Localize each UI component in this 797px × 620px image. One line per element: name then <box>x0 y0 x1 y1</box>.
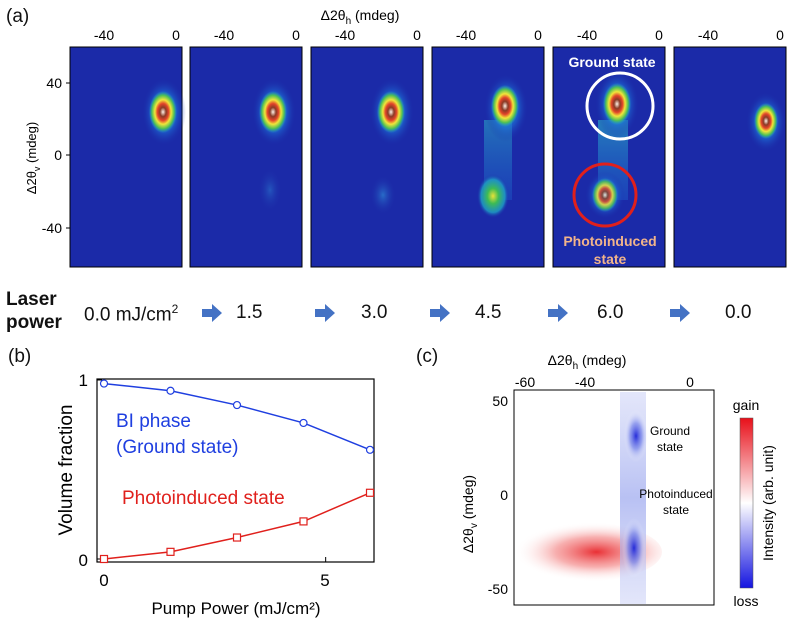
arrow-right-icon <box>430 304 450 322</box>
panel-c-xtick-0: 0 <box>686 374 694 390</box>
x-tick-0: 0 <box>99 571 108 590</box>
diffraction-panel-3 <box>310 46 424 268</box>
svg-text:-40: -40 <box>335 27 355 43</box>
laser-value-5: 0.0 <box>725 302 752 323</box>
panel-a-y-title: Δ2θv (mdeg) <box>24 122 42 194</box>
laser-value-3: 4.5 <box>475 302 502 323</box>
x-tick-5: 5 <box>320 571 329 590</box>
arrow-right-icon <box>315 304 335 322</box>
y-tick-1: 1 <box>79 371 88 390</box>
arrow-right-icon <box>548 304 568 322</box>
panel-a-xticks: -40 0 -40 0 -40 0 -40 0 -40 0 -40 0 <box>94 27 784 43</box>
panel-c-photo-1: Photoinduced <box>639 487 712 501</box>
data-point-0-4 <box>365 445 375 454</box>
data-point-0-0 <box>99 379 109 388</box>
panel-c-ground-1: Ground <box>650 424 690 438</box>
diffraction-panel-1 <box>69 46 186 268</box>
svg-text:-40: -40 <box>577 27 597 43</box>
colorbar-title: Intensity (arb. unit) <box>760 445 776 561</box>
laser-value-4: 6.0 <box>597 302 624 323</box>
laser-title-line1: Laser <box>6 289 57 310</box>
laser-value-2: 3.0 <box>361 302 388 323</box>
panel-a-x-title: Δ2θh (mdeg) <box>321 7 400 27</box>
plot-frame <box>96 378 375 563</box>
diffraction-panel-2 <box>189 46 303 268</box>
laser-value-0: 0.0 mJ/cm2 <box>84 302 179 326</box>
svg-text:0: 0 <box>534 27 542 43</box>
y-axis-label: Volume fraction <box>56 405 77 536</box>
axis-ticks <box>97 379 327 562</box>
y-tick-0: 0 <box>79 551 88 570</box>
colorbar-gain: gain <box>733 397 759 413</box>
legend-blue-1: BI phase <box>116 411 191 432</box>
photoinduced-state-circle <box>572 162 638 228</box>
panel-c-xtick-neg60: -60 <box>515 374 535 390</box>
panel-c-photo-2: state <box>663 503 689 517</box>
panel-a-label: (a) <box>6 6 30 27</box>
panel-a-ytick-40: 40 <box>46 75 62 91</box>
difference-map <box>498 389 715 606</box>
panel-c-y-title: Δ2θv (mdeg) <box>460 475 480 553</box>
legend-red: Photoinduced state <box>122 488 285 509</box>
svg-text:0: 0 <box>172 27 180 43</box>
panel-c-xtick-neg40: -40 <box>575 374 595 390</box>
data-point-1-4 <box>365 488 375 497</box>
photoinduced-label-1: Photoinduced <box>563 233 656 249</box>
svg-text:-40: -40 <box>94 27 114 43</box>
svg-text:0: 0 <box>413 27 421 43</box>
svg-text:0: 0 <box>292 27 300 43</box>
colorbar-loss: loss <box>734 593 759 609</box>
panel-b-chart: Volume fraction Pump Power (mJ/cm²) 1 0 … <box>56 371 375 618</box>
arrow-right-icon <box>670 304 690 322</box>
data-point-1-0 <box>99 554 109 564</box>
diffraction-panel-6 <box>673 46 787 268</box>
laser-value-1: 1.5 <box>236 302 263 323</box>
data-point-1-2 <box>232 533 242 542</box>
panel-a-ytick-0: 0 <box>54 147 62 163</box>
laser-power-title: Laser power <box>6 288 62 334</box>
panel-c-ground-2: state <box>657 440 683 454</box>
ground-state-label: Ground state <box>568 54 655 70</box>
colorbar <box>739 417 754 589</box>
panel-c-ytick-0: 0 <box>500 487 508 503</box>
x-axis-label: Pump Power (mJ/cm²) <box>151 599 320 618</box>
ground-state-circle <box>585 71 655 141</box>
svg-text:-40: -40 <box>214 27 234 43</box>
diffraction-panel-5: Ground state Photoinduced state <box>552 46 666 268</box>
panel-a-ytick-neg40: -40 <box>42 220 62 236</box>
panel-b-label: (b) <box>8 346 32 367</box>
series-group <box>99 379 375 564</box>
svg-text:0: 0 <box>655 27 663 43</box>
laser-title-line2: power <box>6 312 62 333</box>
photoinduced-label-2: state <box>594 251 627 267</box>
svg-text:0: 0 <box>776 27 784 43</box>
svg-text:-40: -40 <box>456 27 476 43</box>
arrow-right-icon <box>202 304 222 322</box>
panel-c-figure: Δ2θh (mdeg) -60 -40 0 Δ2θv (mdeg) 50 0 -… <box>460 352 776 609</box>
panel-a-figure: Δ2θh (mdeg) Δ2θv (mdeg) 40 0 -40 <box>24 7 787 268</box>
svg-text:-40: -40 <box>698 27 718 43</box>
panel-c-ytick-neg50: -50 <box>488 581 508 597</box>
panel-c-ytick-50: 50 <box>492 393 508 409</box>
data-point-0-1 <box>166 386 175 395</box>
data-point-0-3 <box>299 418 308 428</box>
diffraction-panel-4 <box>431 46 545 268</box>
panel-c-x-title: Δ2θh (mdeg) <box>548 352 627 372</box>
data-point-1-3 <box>299 517 308 526</box>
laser-arrows <box>202 304 690 322</box>
data-point-1-1 <box>166 547 175 556</box>
legend-blue-2: (Ground state) <box>116 437 239 458</box>
data-point-0-2 <box>232 400 242 410</box>
panel-c-label: (c) <box>416 346 439 367</box>
